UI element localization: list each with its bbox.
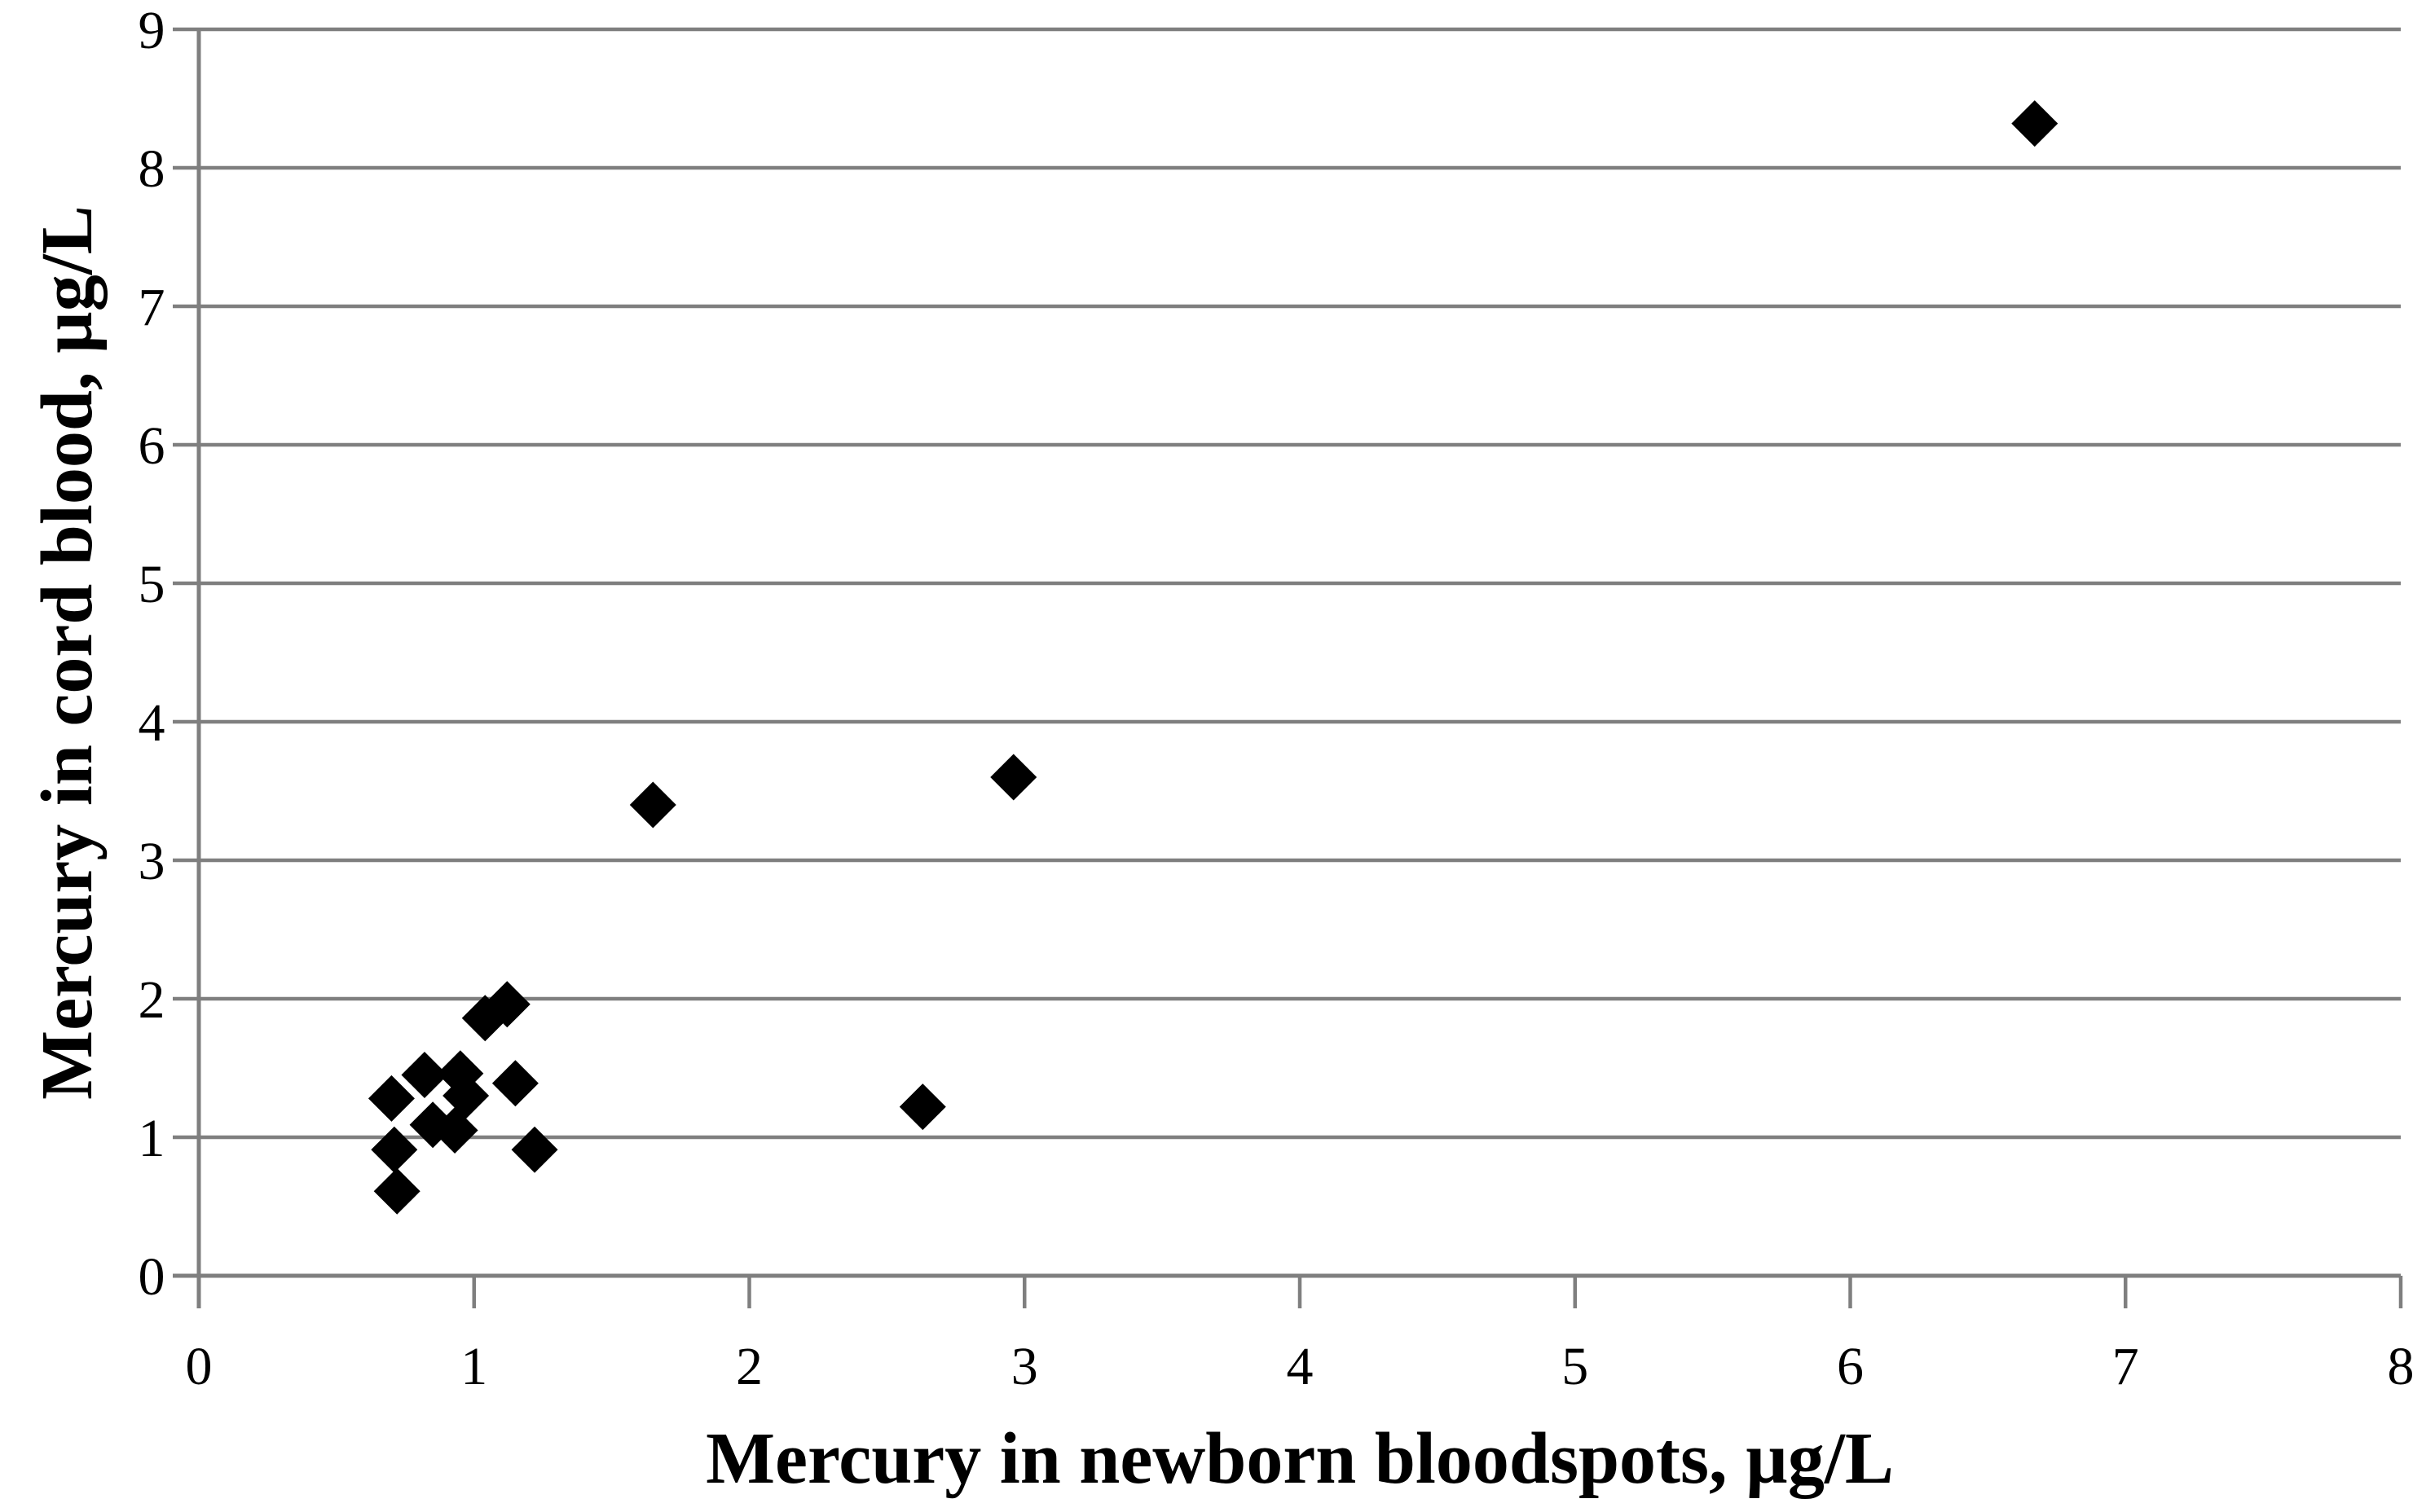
x-tick-label: 3 xyxy=(1011,1337,1038,1396)
data-point xyxy=(2011,100,2058,147)
data-point xyxy=(629,781,676,829)
x-tick-label: 8 xyxy=(2388,1337,2415,1396)
data-point xyxy=(491,1060,539,1107)
x-tick-label: 4 xyxy=(1287,1337,1314,1396)
data-point xyxy=(511,1126,558,1173)
y-tick-label: 7 xyxy=(139,278,165,337)
x-tick-label: 0 xyxy=(186,1337,213,1396)
data-point xyxy=(990,754,1037,801)
y-tick-label: 6 xyxy=(139,416,165,476)
x-tick-label: 1 xyxy=(460,1337,487,1396)
x-tick-label: 5 xyxy=(1561,1337,1588,1396)
data-point xyxy=(442,1072,490,1119)
data-points-group xyxy=(368,100,2058,1215)
data-point xyxy=(483,981,531,1028)
data-point xyxy=(401,1052,448,1098)
gridlines-group xyxy=(199,27,2401,1140)
y-tick-label: 9 xyxy=(139,1,165,60)
y-tick-label: 5 xyxy=(139,555,165,614)
axes-group xyxy=(173,29,2401,1308)
y-tick-label: 8 xyxy=(139,139,165,199)
x-tick-label: 2 xyxy=(736,1337,763,1396)
y-tick-label: 0 xyxy=(139,1247,165,1307)
y-axis-title: Mercury in cord blood, µg/L xyxy=(27,205,108,1100)
y-tick-label: 3 xyxy=(139,832,165,891)
data-point xyxy=(371,1126,418,1173)
data-point xyxy=(373,1167,420,1215)
tick-labels-group: 0 1 2 3 4 5 6 7 8 9 0 1 2 3 4 5 6 7 8 xyxy=(139,1,2415,1396)
ticks-group xyxy=(173,27,2403,1308)
data-point xyxy=(899,1083,946,1131)
y-tick-label: 2 xyxy=(139,970,165,1030)
y-tick-label: 4 xyxy=(139,693,165,753)
data-point xyxy=(431,1107,478,1154)
x-axis-title: Mercury in newborn bloodspots, µg/L xyxy=(706,1418,1894,1499)
y-tick-label: 1 xyxy=(139,1109,165,1168)
x-tick-label: 7 xyxy=(2112,1337,2139,1396)
data-point xyxy=(368,1075,415,1122)
x-tick-label: 6 xyxy=(1837,1337,1864,1396)
